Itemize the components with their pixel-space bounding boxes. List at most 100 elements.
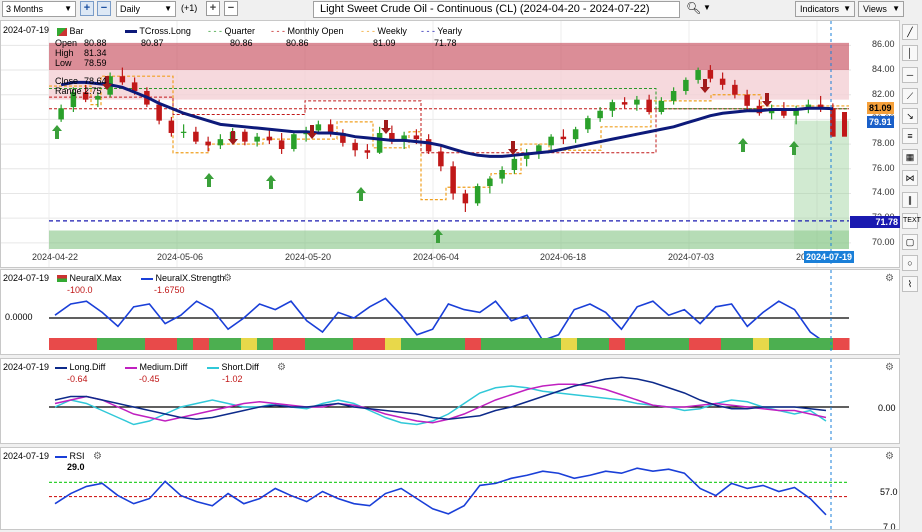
neural-max-bar (305, 338, 322, 350)
buy-arrow-icon (738, 138, 748, 152)
parallel-tool-icon[interactable]: ∥ (902, 192, 918, 208)
x-tick-2: 2024-05-06 (157, 252, 204, 262)
text-tool-icon[interactable]: TEXT (902, 213, 921, 229)
gear-icon[interactable]: ⚙ (277, 362, 286, 373)
symbol-title-text: Light Sweet Crude Oil - Continuous (CL) … (320, 3, 650, 15)
diff-panel[interactable]: 2024-07-19 Long.Diff -0.64 Medium.Diff -… (0, 358, 900, 444)
circle-tool-icon[interactable]: ○ (902, 255, 918, 271)
candle-body (425, 139, 432, 152)
neural-max-bar (657, 338, 674, 350)
neural-max-bar (593, 338, 610, 350)
bar-swatch (57, 27, 67, 36)
period-dropdown[interactable]: 3 Months ▼ (2, 1, 76, 17)
offset-label: (+1) (181, 3, 198, 13)
polyline-tool-icon[interactable]: ⌇ (902, 276, 918, 292)
gear-icon[interactable]: ⚙ (93, 451, 102, 462)
neural-max-bar (145, 338, 162, 350)
views-button[interactable]: Views ▼ (858, 1, 904, 17)
short-diff-line (54, 385, 827, 426)
candle-body (548, 136, 554, 146)
rectangle-tool-icon[interactable]: ▢ (902, 234, 918, 250)
candle-body (450, 166, 456, 194)
neural-max-bar (193, 338, 210, 350)
neural-max-bar (449, 338, 466, 350)
candle-body (266, 136, 273, 141)
candle-body (327, 124, 334, 133)
short-diff-value: -1.02 (222, 374, 243, 384)
short-diff-swatch (207, 366, 219, 369)
indicators-button[interactable]: Indicators ▼ (795, 1, 855, 17)
gear-icon[interactable]: ⚙ (223, 273, 232, 284)
candle-body (474, 186, 481, 204)
candle-body (376, 132, 383, 153)
ray-tool-icon[interactable]: ⟋ (902, 88, 918, 104)
search-icon[interactable]: 🔍︎ (686, 1, 702, 15)
gear-icon[interactable]: ⚙ (885, 451, 894, 462)
candle-body (315, 124, 322, 131)
symbol-title[interactable]: Light Sweet Crude Oil - Continuous (CL) … (313, 1, 680, 18)
legend-bar-text: Bar (69, 26, 84, 36)
neural-max-bar (577, 338, 594, 350)
zoom-in-button[interactable]: + (80, 1, 94, 16)
quarter-swatch: - - - (208, 26, 222, 36)
price-chart-panel[interactable]: 2024-07-19 Bar Open 80.88 High 81.34 Low… (0, 20, 900, 268)
line-tool-icon[interactable]: ╱ (902, 24, 918, 40)
neural-max-bar (369, 338, 386, 350)
neural-max-bar (241, 338, 258, 350)
neural-max-bar (465, 338, 482, 350)
legend-yearly-text: Yearly (437, 26, 463, 36)
neural-strength-swatch (141, 277, 153, 280)
chevron-down-icon: ▼ (164, 4, 172, 13)
candle-body (523, 152, 530, 159)
pattern-tool-icon[interactable]: ⋈ (902, 170, 918, 186)
long-diff-legend: Long.Diff (55, 362, 105, 372)
candle-body (352, 142, 358, 151)
neural-max-bar (545, 338, 562, 350)
vertical-line-tool-icon[interactable]: │ (902, 45, 918, 61)
fibonacci-tool-icon[interactable]: ≡ (902, 128, 918, 144)
candle-body (499, 170, 505, 179)
search-dropdown-icon[interactable]: ▼ (703, 3, 711, 12)
gear-icon[interactable]: ⚙ (885, 273, 894, 284)
neural-max-bar (481, 338, 498, 350)
neural-max-bar (337, 338, 354, 350)
add-button[interactable]: + (206, 1, 220, 16)
neural-max-bar (161, 338, 178, 350)
candle-body (462, 193, 469, 204)
rsi-panel[interactable]: 2024-07-19 RSI 29.0 57.0 7.0 ⚙ ⚙ (0, 447, 900, 530)
neural-max-legend: NeuralX.Max (57, 273, 122, 283)
neural-max-bar (385, 338, 402, 350)
neural-max-bar (289, 338, 306, 350)
zoom-out-button[interactable]: − (97, 1, 111, 16)
neural-max-bar (129, 338, 146, 350)
legend-monthly-text: Monthly Open (287, 26, 344, 36)
neural-strength-line (54, 297, 827, 344)
toolbar: 3 Months ▼ + − Daily ▼ (+1) + − Light Swee… (0, 0, 922, 19)
grid-tool-icon[interactable]: ▦ (902, 149, 918, 165)
medium-diff-legend: Medium.Diff (125, 362, 187, 372)
interval-dropdown[interactable]: Daily ▼ (116, 1, 176, 17)
neural-max-bar (833, 338, 850, 350)
tcross-swatch (125, 30, 137, 34)
weekly-level-line (49, 75, 849, 201)
arrow-tool-icon[interactable]: ↘ (902, 108, 918, 124)
y-tick-label: 86.00 (872, 39, 895, 50)
neural-max-swatch (57, 275, 67, 283)
gear-icon[interactable]: ⚙ (885, 362, 894, 373)
horizontal-line-tool-icon[interactable]: ─ (902, 67, 918, 83)
x-tick-7: 20 (796, 252, 807, 262)
candle-body (817, 104, 824, 109)
candle-body (572, 129, 579, 140)
neural-max-bar (609, 338, 626, 350)
remove-button[interactable]: − (224, 1, 238, 16)
diff-chart[interactable] (1, 359, 900, 444)
price-chart[interactable] (1, 21, 900, 268)
rsi-chart[interactable] (1, 448, 900, 530)
legend-monthly: - - - Monthly Open (271, 26, 344, 36)
neural-chart[interactable] (1, 270, 900, 355)
candle-body (205, 141, 211, 146)
current-date-badge: 2024-07-19 (804, 251, 855, 263)
projection-zone (794, 120, 849, 250)
candle-body (389, 132, 395, 142)
neural-panel[interactable]: 2024-07-19 NeuralX.Max -100.0 NeuralX.St… (0, 269, 900, 355)
